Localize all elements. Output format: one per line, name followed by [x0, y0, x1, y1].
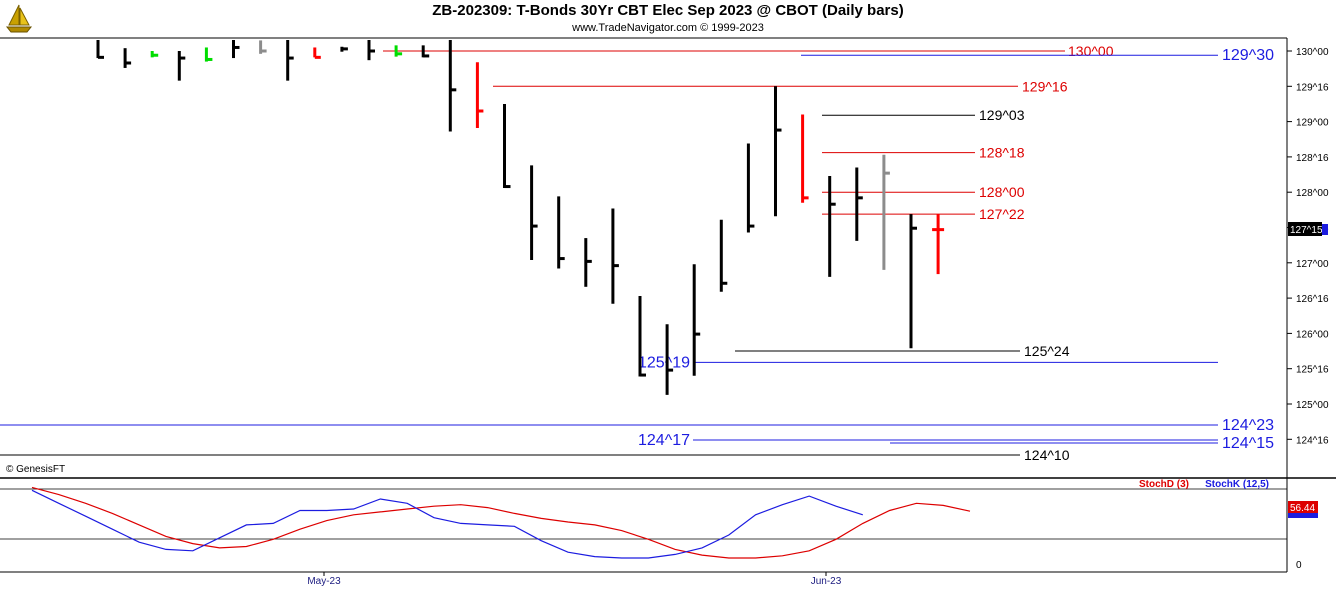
level-label-124-23: 124^23	[1222, 417, 1274, 434]
price-bar	[665, 324, 674, 395]
price-bar	[828, 175, 836, 277]
level-label-125-24: 125^24	[1024, 343, 1070, 359]
price-axis-tick-label: 128^00	[1296, 188, 1329, 199]
time-axis: May-23 Jun-23	[307, 572, 842, 587]
level-label-127-22: 127^22	[979, 206, 1025, 222]
price-bar	[96, 40, 104, 59]
level-label-128-18: 128^18	[979, 145, 1025, 161]
level-label-128-00: 128^00	[979, 184, 1025, 200]
price-bar	[746, 143, 755, 233]
price-bar	[259, 40, 267, 54]
price-axis-tick-label: 126^16	[1296, 294, 1329, 305]
stoch-last-value-marker: 56.44	[1288, 501, 1318, 518]
price-bar	[638, 295, 646, 377]
price-bar	[204, 47, 213, 62]
price-bar	[421, 45, 430, 58]
price-bar	[611, 208, 619, 304]
chart-subtitle: www.TradeNavigator.com © 1999-2023	[572, 22, 764, 34]
price-bar	[394, 45, 403, 57]
price-bar	[475, 62, 484, 128]
price-bar	[367, 40, 375, 61]
last-price-label: 127^15	[1290, 225, 1323, 236]
price-axis-tick-label: 125^00	[1296, 400, 1329, 411]
price-bar	[932, 214, 945, 275]
price-bar	[448, 40, 457, 132]
level-label-125-19: 125^19	[638, 354, 690, 371]
stochd-legend: StochD (3)	[1139, 479, 1189, 490]
level-label-130-00: 130^00	[1068, 43, 1114, 59]
price-bar	[801, 114, 809, 203]
price-axis-tick-label: 127^00	[1296, 259, 1329, 270]
price-bar	[340, 46, 348, 52]
price-bar	[855, 167, 863, 241]
price-axis-tick-label: 128^16	[1296, 153, 1329, 164]
level-label-124-15: 124^15	[1222, 435, 1274, 452]
stochk-line	[31, 489, 863, 559]
price-bar	[584, 238, 592, 287]
price-bar	[503, 103, 511, 189]
price-bar	[286, 40, 294, 81]
price-bar	[719, 219, 728, 292]
stoch-last-value-label: 56.44	[1290, 503, 1315, 514]
price-bar	[774, 86, 782, 217]
stochd-line	[31, 486, 971, 559]
stochk-legend: StochK (12,5)	[1205, 479, 1269, 490]
level-label-124-10: 124^10	[1024, 447, 1070, 463]
price-axis-tick-label: 126^00	[1296, 329, 1329, 340]
price-bar	[177, 51, 186, 81]
time-axis-label: May-23	[307, 576, 341, 587]
chart-title: ZB-202309: T-Bonds 30Yr CBT Elec Sep 202…	[432, 2, 904, 19]
price-bar	[557, 196, 565, 269]
stochastic-pane	[31, 486, 971, 559]
price-bars	[96, 40, 945, 395]
price-axis-tick-label: 125^16	[1296, 365, 1329, 376]
level-label-129-30: 129^30	[1222, 47, 1274, 64]
price-axis: 130^00129^16129^00128^16128^00127^16127^…	[1287, 47, 1329, 446]
price-bar	[123, 48, 132, 68]
copyright-label: © GenesisFT	[6, 464, 65, 475]
price-bar	[232, 40, 240, 59]
time-axis-label: Jun-23	[811, 576, 842, 587]
stoch-axis-tick: 0	[1296, 560, 1302, 571]
price-axis-tick-label: 129^16	[1296, 82, 1329, 93]
support-resistance-levels: 130^00 129^30 129^16 129^03 128^18 128^00 127^…	[0, 43, 1274, 463]
level-label-129-03: 129^03	[979, 107, 1025, 123]
price-bar	[150, 51, 159, 58]
price-axis-tick-label: 130^00	[1296, 47, 1329, 58]
price-bar	[530, 165, 538, 260]
price-bar	[909, 214, 917, 349]
level-label-129-16: 129^16	[1022, 78, 1068, 94]
price-bar	[313, 47, 321, 59]
price-axis-tick-label: 124^16	[1296, 435, 1329, 446]
level-label-124-17: 124^17	[638, 432, 690, 449]
price-axis-tick-label: 129^00	[1296, 118, 1329, 129]
price-bar	[882, 154, 890, 270]
price-bar	[692, 264, 701, 376]
sailboat-logo-icon	[4, 3, 34, 38]
last-price-marker: 127^15	[1288, 222, 1328, 236]
